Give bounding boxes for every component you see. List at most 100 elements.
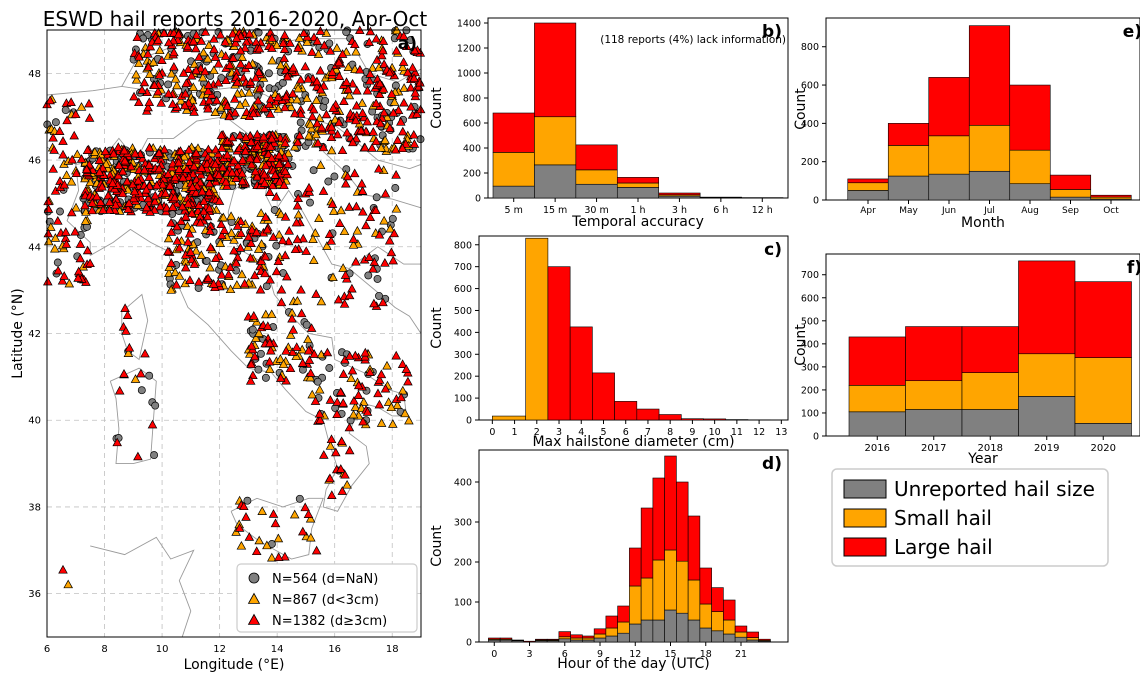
- map-marker-large: [239, 278, 250, 288]
- map-marker-large: [374, 229, 385, 239]
- map-marker-large: [223, 269, 234, 279]
- map-marker-unreported: [278, 78, 287, 87]
- bar-f-large: [848, 336, 906, 386]
- map-marker-large: [305, 368, 316, 377]
- map-marker-large: [210, 52, 221, 61]
- map-marker-large: [344, 351, 355, 360]
- bar-b-large: [492, 112, 535, 153]
- map-marker-small: [392, 400, 403, 409]
- map-marker-small: [229, 235, 239, 244]
- map-marker-large: [144, 172, 154, 181]
- map-marker-large: [315, 65, 326, 75]
- map-marker-large: [174, 242, 185, 252]
- map-marker-large: [304, 355, 315, 364]
- map-marker-large: [225, 60, 235, 69]
- map-marker-large: [319, 40, 330, 50]
- map-marker-large: [186, 70, 197, 80]
- bar-d-large: [746, 631, 759, 638]
- map-marker-unreported: [406, 36, 415, 45]
- map-marker-large: [45, 95, 55, 105]
- map-marker-small: [386, 402, 397, 412]
- map-marker-large: [43, 228, 54, 238]
- map-marker-large: [279, 44, 290, 53]
- bar-c-large: [680, 418, 704, 421]
- map-marker-large: [296, 308, 307, 318]
- map-marker-large: [339, 298, 350, 308]
- annotation-b: (118 reports (4%) lack information): [600, 34, 786, 46]
- map-marker-small: [350, 402, 361, 411]
- map-marker-large: [229, 94, 240, 103]
- map-marker-unreported: [248, 325, 257, 334]
- map-marker-large: [344, 445, 355, 455]
- map-marker-large: [161, 202, 172, 212]
- map-marker-large: [288, 324, 299, 334]
- map-marker-large: [166, 217, 176, 227]
- map-marker-large: [87, 198, 98, 207]
- map-marker-large: [248, 108, 259, 118]
- map-marker-large: [275, 373, 286, 382]
- map-marker-small: [314, 213, 324, 222]
- map-marker-small: [276, 209, 286, 219]
- map-marker-large: [173, 29, 184, 39]
- map-marker-small: [131, 69, 141, 79]
- map-marker-large: [203, 273, 213, 283]
- map-marker-large: [384, 67, 395, 77]
- y-tick-label-d: 200: [454, 558, 472, 569]
- map-marker-large: [266, 153, 277, 162]
- map-marker-large: [369, 257, 380, 266]
- map-marker-large: [216, 219, 226, 229]
- map-marker-small: [304, 130, 314, 140]
- map-marker-small: [76, 102, 87, 111]
- map-marker-large: [367, 143, 377, 152]
- map-marker-large: [279, 30, 290, 39]
- map-marker-large: [280, 166, 291, 176]
- map-marker-small: [267, 552, 277, 562]
- coast-sicily: [230, 497, 324, 560]
- x-axis-label-e: Month: [961, 215, 1005, 231]
- bar-b-small: [492, 152, 535, 187]
- map-marker-large: [279, 53, 289, 63]
- map-marker-large: [267, 43, 277, 52]
- map-marker-large: [271, 192, 282, 201]
- map-marker-large: [221, 176, 231, 186]
- map-marker-large: [80, 200, 90, 210]
- x-tick-label-c: 1: [512, 427, 518, 438]
- map-marker-small: [262, 540, 272, 550]
- map-marker-small: [254, 535, 264, 545]
- map-marker-large: [276, 297, 287, 307]
- map-marker-large: [255, 284, 266, 294]
- map-marker-unreported: [391, 184, 400, 192]
- map-marker-large: [173, 157, 184, 167]
- map-marker-large: [136, 368, 146, 378]
- map-marker-large: [211, 95, 222, 105]
- map-marker-large: [171, 198, 182, 208]
- map-marker-small: [308, 234, 318, 243]
- bar-d-small: [664, 549, 677, 611]
- map-marker-large: [409, 139, 420, 148]
- map-marker-large: [292, 200, 303, 210]
- map-marker-large: [184, 157, 195, 166]
- map-marker-large: [374, 399, 385, 409]
- map-marker-large: [293, 43, 303, 52]
- map-marker-small: [46, 222, 56, 231]
- legend-label-unreported: Unreported hail size: [894, 477, 1095, 501]
- map-marker-large: [321, 109, 332, 119]
- map-marker-large: [328, 103, 338, 112]
- map-marker-large: [291, 217, 302, 227]
- map-marker-large: [120, 303, 130, 312]
- map-marker-large: [58, 564, 68, 574]
- map-marker-large: [355, 64, 365, 74]
- map-marker-small: [170, 73, 181, 83]
- map-marker-large: [137, 85, 147, 94]
- bar-b-large: [658, 192, 701, 196]
- x-tick-label-f: 2016: [865, 443, 890, 454]
- x-tick-label-c: 9: [689, 427, 695, 438]
- map-marker-large: [389, 228, 399, 238]
- map-marker-large: [348, 234, 359, 243]
- map-marker-large: [265, 109, 276, 118]
- map-marker-large: [66, 207, 77, 217]
- bar-d-unreported: [711, 630, 724, 643]
- bar-f-unreported: [1074, 423, 1132, 437]
- bar-c-large: [636, 408, 660, 421]
- map-marker-large: [368, 126, 379, 136]
